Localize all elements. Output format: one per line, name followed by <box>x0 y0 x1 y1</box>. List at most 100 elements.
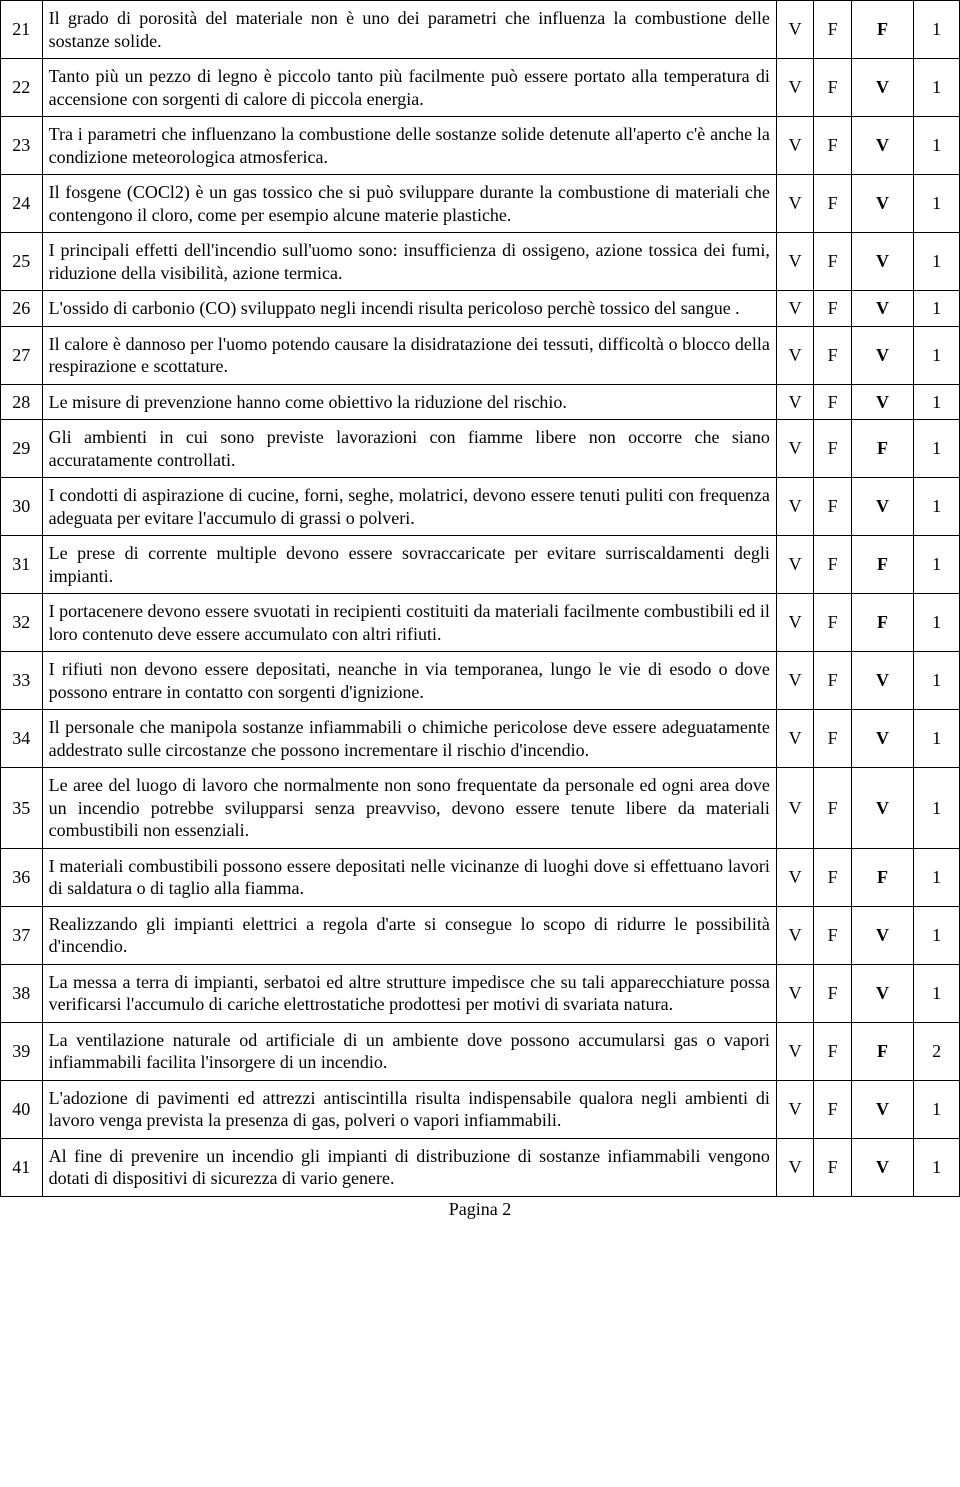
answer-cell: V <box>851 59 913 117</box>
option-v: V <box>776 906 813 964</box>
table-row: 35Le aree del luogo di lavoro che normal… <box>1 768 960 849</box>
score-cell: 1 <box>914 59 960 117</box>
option-v: V <box>776 710 813 768</box>
option-f: F <box>814 175 851 233</box>
answer-cell: F <box>851 1 913 59</box>
option-v: V <box>776 1080 813 1138</box>
score-cell: 1 <box>914 964 960 1022</box>
option-v: V <box>776 536 813 594</box>
answer-cell: V <box>851 964 913 1022</box>
page: 21Il grado di porosità del materiale non… <box>0 0 960 1222</box>
row-number: 27 <box>1 326 43 384</box>
score-cell: 1 <box>914 175 960 233</box>
table-row: 36I materiali combustibili possono esser… <box>1 848 960 906</box>
score-cell: 2 <box>914 1022 960 1080</box>
table-row: 26L'ossido di carbonio (CO) sviluppato n… <box>1 291 960 327</box>
score-cell: 1 <box>914 768 960 849</box>
row-number: 23 <box>1 117 43 175</box>
option-f: F <box>814 710 851 768</box>
table-row: 25I principali effetti dell'incendio sul… <box>1 233 960 291</box>
option-v: V <box>776 1022 813 1080</box>
option-v: V <box>776 1138 813 1196</box>
option-v: V <box>776 652 813 710</box>
answer-cell: V <box>851 1138 913 1196</box>
answer-cell: V <box>851 117 913 175</box>
row-number: 32 <box>1 594 43 652</box>
row-number: 22 <box>1 59 43 117</box>
score-cell: 1 <box>914 420 960 478</box>
answer-cell: F <box>851 1022 913 1080</box>
quiz-table: 21Il grado di porosità del materiale non… <box>0 0 960 1197</box>
option-f: F <box>814 420 851 478</box>
row-number: 29 <box>1 420 43 478</box>
table-row: 23Tra i parametri che influenzano la com… <box>1 117 960 175</box>
question-text: L'ossido di carbonio (CO) sviluppato neg… <box>42 291 776 327</box>
table-row: 39La ventilazione naturale od artificial… <box>1 1022 960 1080</box>
answer-cell: F <box>851 848 913 906</box>
option-v: V <box>776 768 813 849</box>
question-text: L'adozione di pavimenti ed attrezzi anti… <box>42 1080 776 1138</box>
question-text: Tra i parametri che influenzano la combu… <box>42 117 776 175</box>
option-f: F <box>814 964 851 1022</box>
table-row: 40L'adozione di pavimenti ed attrezzi an… <box>1 1080 960 1138</box>
table-row: 28Le misure di prevenzione hanno come ob… <box>1 384 960 420</box>
option-v: V <box>776 291 813 327</box>
row-number: 40 <box>1 1080 43 1138</box>
option-f: F <box>814 848 851 906</box>
option-f: F <box>814 1080 851 1138</box>
table-row: 27Il calore è dannoso per l'uomo potendo… <box>1 326 960 384</box>
option-f: F <box>814 768 851 849</box>
score-cell: 1 <box>914 594 960 652</box>
question-text: Gli ambienti in cui sono previste lavora… <box>42 420 776 478</box>
option-f: F <box>814 478 851 536</box>
question-text: La ventilazione naturale od artificiale … <box>42 1022 776 1080</box>
answer-cell: V <box>851 384 913 420</box>
answer-cell: V <box>851 478 913 536</box>
table-row: 34Il personale che manipola sostanze inf… <box>1 710 960 768</box>
option-v: V <box>776 117 813 175</box>
question-text: Il fosgene (COCl2) è un gas tossico che … <box>42 175 776 233</box>
option-v: V <box>776 420 813 478</box>
row-number: 21 <box>1 1 43 59</box>
table-row: 21Il grado di porosità del materiale non… <box>1 1 960 59</box>
option-f: F <box>814 536 851 594</box>
option-v: V <box>776 233 813 291</box>
row-number: 25 <box>1 233 43 291</box>
answer-cell: V <box>851 175 913 233</box>
row-number: 38 <box>1 964 43 1022</box>
answer-cell: V <box>851 710 913 768</box>
score-cell: 1 <box>914 478 960 536</box>
score-cell: 1 <box>914 652 960 710</box>
option-f: F <box>814 233 851 291</box>
score-cell: 1 <box>914 291 960 327</box>
option-f: F <box>814 1 851 59</box>
quiz-tbody: 21Il grado di porosità del materiale non… <box>1 1 960 1197</box>
option-f: F <box>814 326 851 384</box>
score-cell: 1 <box>914 326 960 384</box>
option-f: F <box>814 1022 851 1080</box>
row-number: 24 <box>1 175 43 233</box>
row-number: 34 <box>1 710 43 768</box>
question-text: I condotti di aspirazione di cucine, for… <box>42 478 776 536</box>
answer-cell: V <box>851 768 913 849</box>
table-row: 37Realizzando gli impianti elettrici a r… <box>1 906 960 964</box>
score-cell: 1 <box>914 710 960 768</box>
score-cell: 1 <box>914 117 960 175</box>
question-text: La messa a terra di impianti, serbatoi e… <box>42 964 776 1022</box>
score-cell: 1 <box>914 906 960 964</box>
answer-cell: V <box>851 291 913 327</box>
option-v: V <box>776 478 813 536</box>
question-text: Il calore è dannoso per l'uomo potendo c… <box>42 326 776 384</box>
option-f: F <box>814 291 851 327</box>
question-text: I rifiuti non devono essere depositati, … <box>42 652 776 710</box>
question-text: Le misure di prevenzione hanno come obie… <box>42 384 776 420</box>
option-f: F <box>814 1138 851 1196</box>
question-text: Al fine di prevenire un incendio gli imp… <box>42 1138 776 1196</box>
score-cell: 1 <box>914 1 960 59</box>
option-f: F <box>814 594 851 652</box>
table-row: 24Il fosgene (COCl2) è un gas tossico ch… <box>1 175 960 233</box>
option-f: F <box>814 117 851 175</box>
question-text: I principali effetti dell'incendio sull'… <box>42 233 776 291</box>
option-v: V <box>776 964 813 1022</box>
score-cell: 1 <box>914 1080 960 1138</box>
